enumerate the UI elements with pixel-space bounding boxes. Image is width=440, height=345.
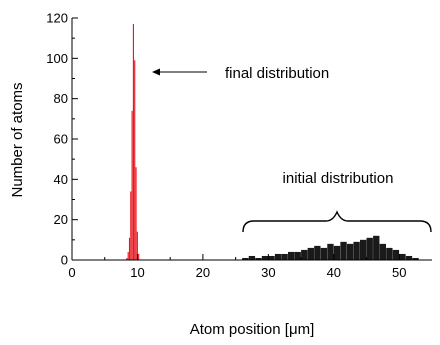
- y-tick-label: 120: [46, 11, 68, 26]
- initial-distribution-bar: [314, 245, 321, 260]
- y-tick-label: 100: [46, 51, 68, 66]
- initial-distribution-bar: [379, 243, 386, 260]
- final-distribution-bar: [131, 110, 133, 261]
- initial-distribution-bar: [327, 243, 334, 260]
- initial-distribution-bar: [373, 235, 380, 260]
- y-tick-label: 60: [54, 132, 68, 147]
- initial-distribution-bar: [412, 257, 419, 260]
- final-distribution-bar: [134, 60, 136, 260]
- initial-distribution-bar: [333, 245, 341, 260]
- final-distribution-bar: [136, 231, 138, 260]
- y-tick-label: 40: [54, 172, 68, 187]
- initial-distribution-bar: [392, 249, 400, 260]
- initial-distribution-bar: [242, 257, 249, 260]
- y-tick-label: 20: [54, 212, 68, 227]
- final-distribution-bar: [127, 251, 129, 260]
- x-tick-label: 30: [261, 265, 275, 280]
- y-tick-label: 0: [61, 253, 68, 268]
- initial-distribution-bar: [288, 251, 295, 260]
- x-tick-label: 0: [68, 265, 75, 280]
- x-tick-label: 50: [392, 265, 406, 280]
- x-tick-label: 20: [196, 265, 210, 280]
- initial-distribution-bar: [346, 243, 354, 260]
- final-distribution-label: final distribution: [225, 65, 329, 82]
- initial-distribution-bar: [274, 253, 282, 260]
- initial-distribution-bar: [294, 251, 301, 260]
- initial-distribution-annotation: initial distribution: [242, 170, 432, 233]
- initial-distribution-bar: [268, 255, 275, 260]
- x-tick-label: 40: [327, 265, 341, 280]
- initial-distribution-label: initial distribution: [283, 170, 394, 187]
- x-axis-title: Atom position [μm]: [190, 321, 315, 338]
- brace-icon: [242, 210, 432, 233]
- y-tick-label: 80: [54, 91, 68, 106]
- initial-distribution-bar: [360, 239, 367, 260]
- x-tick-label: 10: [130, 265, 144, 280]
- ticks-group: 0 10 20 30 40 50 0 20 40 60 80 100 120: [46, 11, 406, 281]
- initial-distribution-bar: [301, 249, 308, 260]
- initial-distribution-bar: [340, 241, 347, 260]
- final-distribution-bar: [132, 24, 134, 260]
- initial-distribution-bar: [261, 255, 269, 260]
- initial-distribution-bar: [281, 253, 288, 260]
- initial-distribution-bar: [320, 247, 328, 260]
- initial-distribution-bar: [366, 237, 373, 260]
- annotation-arrow-head: [152, 68, 160, 76]
- initial-distribution-bar: [405, 255, 413, 260]
- final-distribution-bar: [130, 191, 132, 260]
- final-distribution-bar: [128, 237, 131, 260]
- initial-distribution-bar: [386, 247, 393, 260]
- y-axis-title: Number of atoms: [9, 82, 26, 197]
- bars-group: [126, 24, 419, 261]
- initial-distribution-bar: [248, 255, 256, 260]
- initial-distribution-bar: [307, 247, 314, 260]
- final-distribution-bar: [135, 167, 137, 260]
- initial-distribution-bar: [353, 241, 360, 260]
- axes-group: [71, 18, 432, 261]
- final-distribution-bar: [126, 257, 128, 260]
- final-distribution-annotation: final distribution: [152, 65, 329, 82]
- initial-distribution-bar: [255, 257, 262, 260]
- final-distribution-bar: [138, 253, 140, 260]
- initial-distribution-bar: [399, 253, 406, 260]
